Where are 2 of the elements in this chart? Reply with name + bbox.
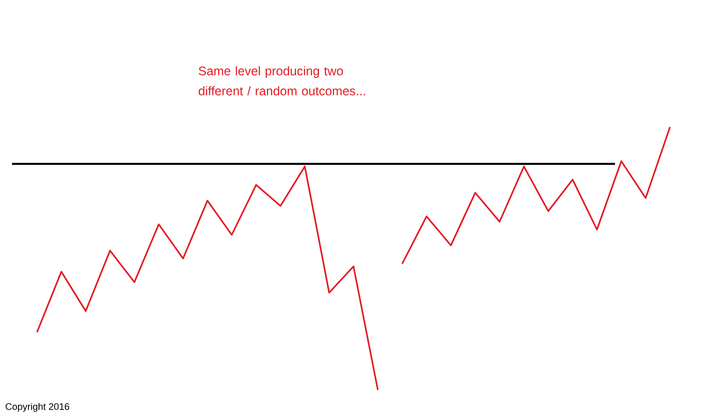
text: Same level producing two different / random outcomes... (198, 66, 365, 96)
text: Copyright 2016 (6, 402, 70, 412)
